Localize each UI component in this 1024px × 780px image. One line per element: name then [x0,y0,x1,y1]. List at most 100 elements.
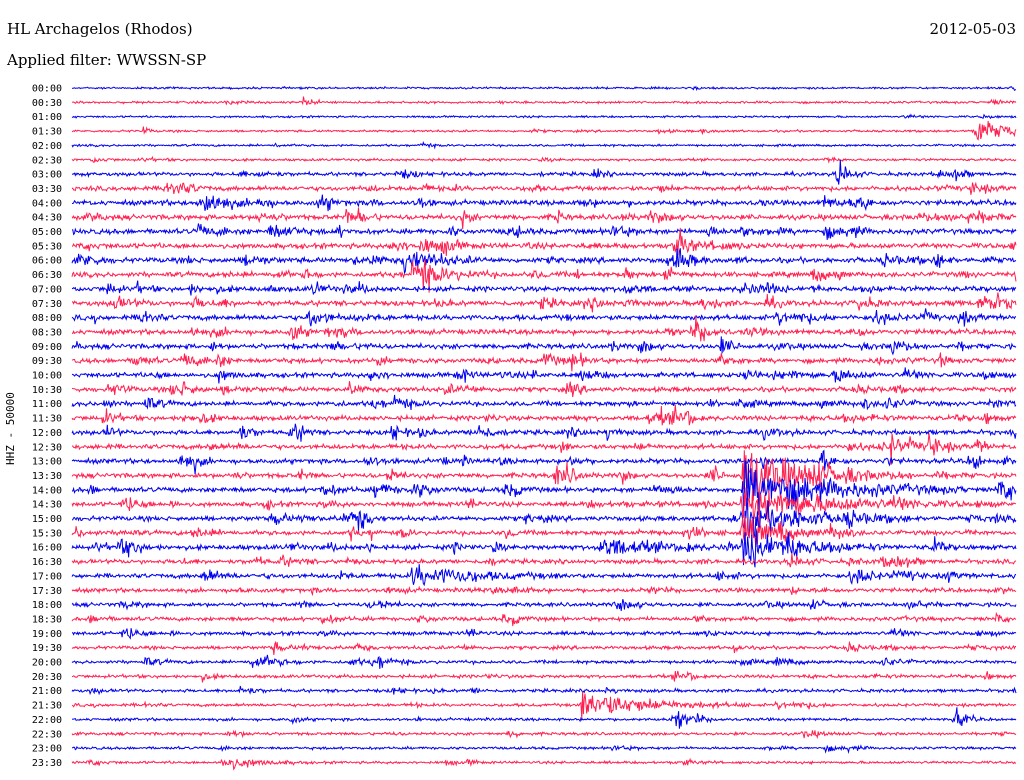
time-tick-label: 15:30 [32,528,62,539]
time-tick-label: 10:30 [32,385,62,396]
trace-row-0830 [71,315,1017,342]
time-tick-label: 01:00 [32,112,62,123]
trace-row-0630 [71,259,1017,293]
time-tick-label: 05:30 [32,241,62,252]
time-tick-label: 22:00 [32,715,62,726]
time-tick-label: 02:30 [32,155,62,166]
trace-row-0700 [71,280,1017,296]
time-tick-label: 17:00 [32,571,62,582]
time-tick-label: 15:00 [32,514,62,525]
time-tick-label: 12:00 [32,428,62,439]
trace-row-2330 [71,757,1017,771]
trace-row-1400 [71,460,1017,516]
time-tick-label: 07:30 [32,299,62,310]
time-tick-label: 11:00 [32,399,62,410]
time-tick-label: 18:00 [32,600,62,611]
time-tick-label: 16:30 [32,557,62,568]
trace-row-1700 [71,564,1017,587]
trace-row-1200 [71,423,1017,442]
time-tick-label: 00:00 [32,84,62,95]
time-tick-label: 18:30 [32,614,62,625]
time-tick-label: 23:30 [32,758,62,769]
trace-row-2100 [71,685,1017,696]
time-tick-label: 09:30 [32,356,62,367]
trace-row-2000 [71,654,1017,669]
trace-row-1000 [71,367,1017,384]
trace-row-0130 [71,120,1017,141]
trace-row-1600 [71,530,1017,568]
trace-row-1630 [71,553,1017,568]
trace-row-2130 [71,691,1017,720]
trace-row-1230 [72,433,1017,465]
trace-row-0600 [71,248,1017,275]
time-tick-label: 13:30 [32,471,62,482]
trace-row-0330 [71,181,1017,195]
trace-row-1330 [71,450,1017,506]
trace-row-1530 [71,515,1017,547]
trace-row-0730 [72,292,1017,313]
trace-row-1500 [71,498,1017,539]
trace-row-1130 [71,405,1017,426]
trace-row-1930 [71,640,1016,655]
trace-row-0430 [71,207,1017,230]
time-tick-label: 11:30 [32,414,62,425]
trace-row-0930 [71,352,1016,372]
time-tick-label: 19:30 [32,643,62,654]
trace-row-0100 [71,113,1017,120]
time-tick-label: 01:30 [32,127,62,138]
trace-row-0500 [71,223,1017,241]
time-tick-label: 03:00 [32,170,62,181]
trace-row-1800 [71,598,1017,611]
trace-row-2300 [72,744,1017,754]
time-tick-label: 20:30 [32,672,62,683]
trace-row-1100 [71,394,1017,411]
trace-row-1300 [71,449,1017,475]
time-tick-label: 17:30 [32,586,62,597]
time-tick-label: 16:00 [32,543,62,554]
trace-row-1430 [71,487,1017,526]
time-tick-label: 06:00 [32,256,62,267]
trace-row-1900 [72,627,1017,640]
time-tick-label: 10:00 [32,371,62,382]
time-tick-label: 04:30 [32,213,62,224]
time-tick-label: 05:00 [32,227,62,238]
trace-row-2200 [71,707,1017,729]
time-tick-label: 22:30 [32,729,62,740]
filter-label: Applied filter: WWSSN-SP [7,51,207,69]
time-tick-label: 21:30 [32,701,62,712]
time-tick-label: 20:00 [32,658,62,669]
trace-row-1030 [71,381,1017,398]
trace-row-0800 [71,308,1016,327]
trace-row-2230 [71,729,1017,740]
trace-row-0030 [71,96,1017,106]
time-tick-label: 02:00 [32,141,62,152]
trace-row-0230 [71,155,1017,164]
time-tick-label: 00:30 [32,98,62,109]
time-tick-label: 14:00 [32,485,62,496]
trace-row-0300 [71,159,1017,185]
time-tick-label: 09:00 [32,342,62,353]
time-tick-label: 08:00 [32,313,62,324]
time-tick-label: 06:30 [32,270,62,281]
trace-row-1730 [71,585,1017,597]
trace-row-2030 [71,670,1017,683]
trace-row-0000 [71,85,1017,92]
time-tick-label: 23:00 [32,744,62,755]
trace-row-0400 [71,194,1017,212]
time-tick-label: 12:30 [32,442,62,453]
time-tick-label: 04:00 [32,198,62,209]
trace-row-0200 [71,141,1017,150]
time-tick-label: 03:30 [32,184,62,195]
trace-row-1830 [71,611,1017,627]
time-tick-label: 14:30 [32,500,62,511]
trace-row-0530 [71,227,1017,257]
time-tick-label: 07:00 [32,284,62,295]
time-tick-label: 08:30 [32,327,62,338]
trace-row-0900 [71,336,1017,356]
time-tick-label: 13:00 [32,457,62,468]
station-title: HL Archagelos (Rhodos) [7,20,193,38]
record-date: 2012-05-03 [929,20,1016,38]
time-tick-label: 19:00 [32,629,62,640]
time-tick-label: 21:00 [32,686,62,697]
